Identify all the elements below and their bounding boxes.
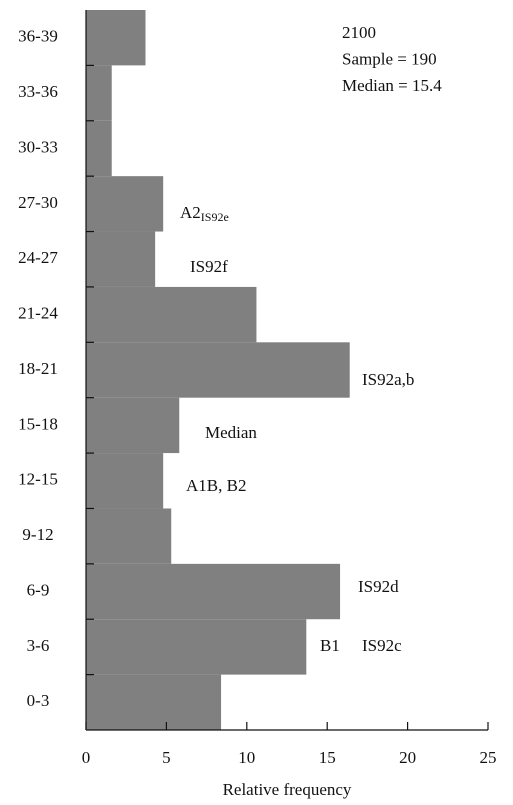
y-tick-label: 12-15 [18, 470, 58, 489]
y-tick-label: 6-9 [27, 580, 50, 599]
bar [86, 619, 307, 675]
bar [86, 120, 112, 177]
y-tick-label: 18-21 [18, 359, 58, 378]
y-tick-label: 24-27 [18, 248, 58, 267]
info-text: Sample = 190 [342, 49, 437, 68]
y-tick-label: 9-12 [22, 525, 53, 544]
annotation-text: B1 [320, 636, 340, 655]
annotation: B1 [320, 636, 340, 655]
annotation: IS92f [190, 257, 228, 276]
bar [86, 674, 222, 730]
bar [86, 231, 156, 287]
x-tick-label: 10 [238, 748, 255, 767]
bar [86, 563, 341, 620]
bar [86, 397, 180, 454]
annotation-text: IS92a,b [362, 370, 414, 389]
bar [86, 453, 164, 509]
x-axis-label: Relative frequency [223, 780, 352, 799]
y-tick-label: 3-6 [27, 636, 50, 655]
annotation: IS92c [362, 636, 402, 655]
info-text: Median = 15.4 [342, 76, 442, 95]
annotation-subscript: IS92e [201, 210, 229, 224]
x-tick-label: 25 [480, 748, 497, 767]
y-tick-label: 36-39 [18, 27, 58, 46]
x-tick-label: 5 [162, 748, 171, 767]
bar [86, 176, 164, 232]
x-tick-label: 20 [399, 748, 416, 767]
bar [86, 65, 112, 121]
bar [86, 10, 146, 66]
x-tick-label: 0 [82, 748, 91, 767]
bar [86, 286, 257, 343]
y-tick-label: 15-18 [18, 414, 58, 433]
x-tick-label: 15 [319, 748, 336, 767]
annotation-text: IS92d [358, 577, 399, 596]
annotation: Median [205, 423, 257, 442]
y-tick-label: 27-30 [18, 193, 58, 212]
annotation-text: IS92f [190, 257, 228, 276]
y-tick-label: 33-36 [18, 82, 58, 101]
annotation-text: A1B, B2 [186, 476, 246, 495]
bar [86, 342, 350, 398]
y-tick-label: 21-24 [18, 304, 58, 323]
annotation: A1B, B2 [186, 476, 246, 495]
annotation-text: Median [205, 423, 257, 442]
annotation-text: A2 [180, 203, 201, 222]
y-tick-label: 30-33 [18, 137, 58, 156]
annotation: A2IS92e [180, 203, 229, 224]
y-tick-label: 0-3 [27, 691, 50, 710]
bar [86, 508, 172, 564]
info-text: 2100 [342, 23, 376, 42]
annotation: IS92a,b [362, 370, 414, 389]
annotation: IS92d [358, 577, 399, 596]
annotation-text: IS92c [362, 636, 402, 655]
